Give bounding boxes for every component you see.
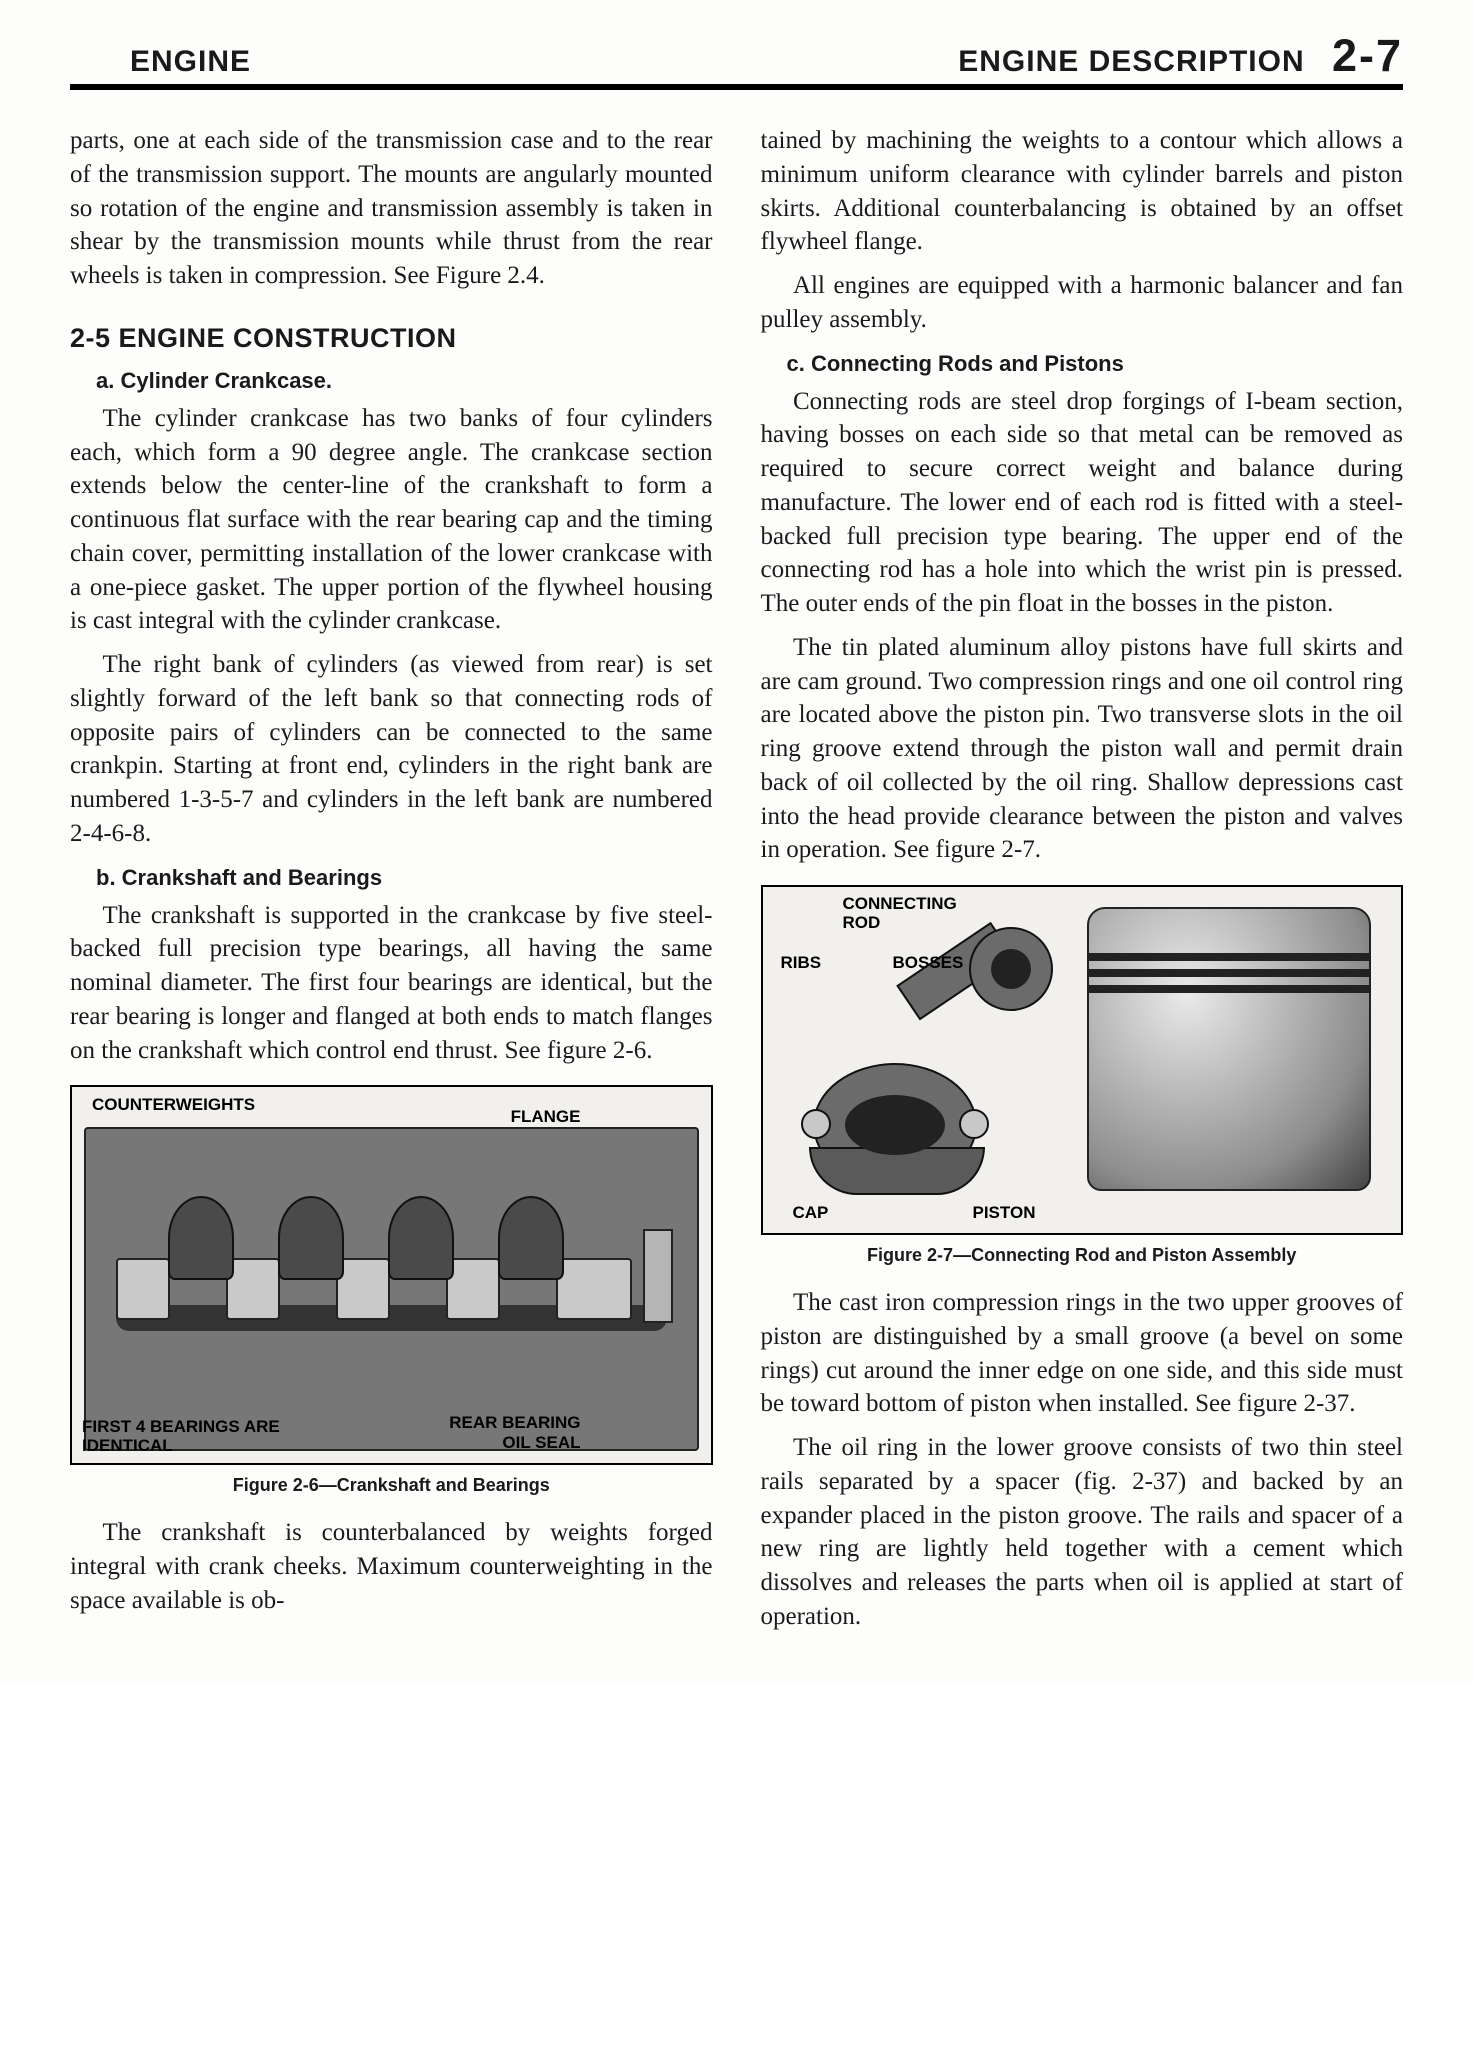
subsection-title: c. Connecting Rods and Pistons <box>787 351 1404 377</box>
counterweight-shape <box>278 1196 344 1280</box>
counterweight-shape <box>498 1196 564 1280</box>
body-paragraph: The crankshaft is supported in the crank… <box>70 899 713 1068</box>
figure-caption: Figure 2-6—Crankshaft and Bearings <box>70 1475 713 1496</box>
body-paragraph: tained by machining the weights to a con… <box>761 124 1404 259</box>
body-paragraph: The crankshaft is counterbalanced by wei… <box>70 1516 713 1617</box>
body-paragraph: Connecting rods are steel drop forgings … <box>761 385 1404 621</box>
page-number: 2-7 <box>1332 30 1403 81</box>
fig-label-bosses: BOSSES <box>893 953 964 973</box>
fig-label-first4: FIRST 4 BEARINGS ARE IDENTICAL <box>82 1418 282 1455</box>
header-right: ENGINE DESCRIPTION 2-7 <box>958 30 1403 82</box>
fig-label-rear-bearing: REAR BEARING <box>449 1413 580 1433</box>
section-title: 2-5 ENGINE CONSTRUCTION <box>70 323 713 354</box>
counterweight-shape <box>388 1196 454 1280</box>
rod-boss-shape <box>959 1109 989 1139</box>
bearing-shape <box>116 1258 170 1320</box>
bearing-shape <box>446 1258 500 1320</box>
rod-big-end-shape <box>813 1063 977 1187</box>
fig-label-piston: PISTON <box>973 1203 1036 1223</box>
fig-label-oil-seal: OIL SEAL <box>502 1433 580 1453</box>
fig-label-connecting-rod: CONNECTING ROD <box>843 895 983 932</box>
rod-small-end-shape <box>969 927 1053 1011</box>
crankcase-block-shape <box>84 1127 699 1451</box>
two-column-layout: parts, one at each side of the transmiss… <box>70 124 1403 1644</box>
body-paragraph: The oil ring in the lower groove consist… <box>761 1431 1404 1634</box>
figure-caption: Figure 2-7—Connecting Rod and Piston Ass… <box>761 1245 1404 1266</box>
counterweight-shape <box>168 1196 234 1280</box>
fig-label-flange: FLANGE <box>511 1107 581 1127</box>
rod-boss-shape <box>801 1109 831 1139</box>
header-section-title: ENGINE DESCRIPTION <box>958 45 1304 78</box>
header-left: ENGINE <box>70 45 251 79</box>
page-header: ENGINE ENGINE DESCRIPTION 2-7 <box>70 30 1403 90</box>
figure-2-6: COUNTERWEIGHTS FLANGE FIRST 4 BEARINGS A… <box>70 1085 713 1465</box>
flange-shape <box>643 1229 673 1323</box>
figure-2-7: CONNECTING ROD RIBS BOSSES CAP PISTON <box>761 885 1404 1235</box>
manual-page: ENGINE ENGINE DESCRIPTION 2-7 parts, one… <box>0 0 1473 1684</box>
subsection-title: b. Crankshaft and Bearings <box>96 865 713 891</box>
subsection-title: a. Cylinder Crankcase. <box>96 368 713 394</box>
body-paragraph: All engines are equipped with a harmonic… <box>761 269 1404 337</box>
left-column: parts, one at each side of the transmiss… <box>70 124 713 1644</box>
body-paragraph: The right bank of cylinders (as viewed f… <box>70 648 713 851</box>
rear-bearing-shape <box>556 1258 632 1320</box>
fig-label-counterweights: COUNTERWEIGHTS <box>92 1095 255 1115</box>
body-paragraph: The cast iron compression rings in the t… <box>761 1286 1404 1421</box>
body-paragraph: The tin plated aluminum alloy pistons ha… <box>761 631 1404 867</box>
body-paragraph: The cylinder crankcase has two banks of … <box>70 402 713 638</box>
fig-label-ribs: RIBS <box>781 953 822 973</box>
piston-shape <box>1087 907 1371 1191</box>
rod-cap-shape <box>809 1147 985 1195</box>
body-paragraph: parts, one at each side of the transmiss… <box>70 124 713 293</box>
fig-label-cap: CAP <box>793 1203 829 1223</box>
bearing-shape <box>336 1258 390 1320</box>
right-column: tained by machining the weights to a con… <box>761 124 1404 1644</box>
bearing-shape <box>226 1258 280 1320</box>
